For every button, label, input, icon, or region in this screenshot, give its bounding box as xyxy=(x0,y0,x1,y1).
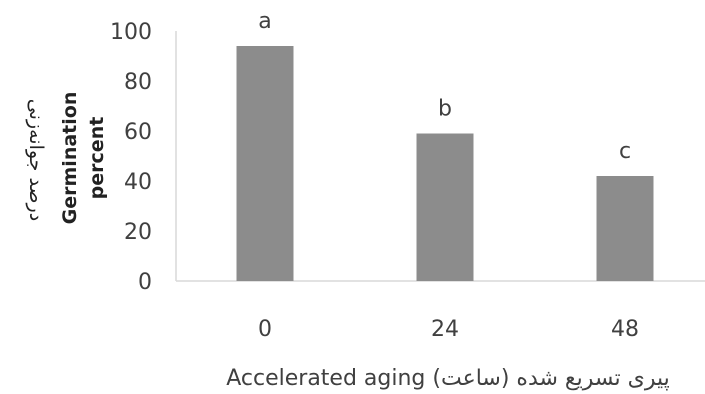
significance-letters: a b c xyxy=(258,9,631,164)
x-axis-title: Accelerated aging (ساعت) پیری تسریع شده xyxy=(226,366,670,391)
significance-letter: b xyxy=(438,97,452,122)
y-tick-label: 80 xyxy=(124,70,152,95)
bars-group xyxy=(236,46,654,281)
y-tick-label: 20 xyxy=(124,220,152,245)
y-tick-label: 0 xyxy=(138,270,152,295)
y-tick-label: 40 xyxy=(124,170,152,195)
x-tick-label: 24 xyxy=(431,317,459,342)
y-tick-label: 100 xyxy=(110,20,152,45)
x-axis-ticks: 0 24 48 xyxy=(258,317,639,342)
bar-24 xyxy=(416,133,474,281)
y-axis-title-english-line2: percent xyxy=(86,117,108,200)
y-axis-title-english-line1: Germination xyxy=(59,92,81,225)
significance-letter: c xyxy=(619,139,631,164)
x-tick-label: 0 xyxy=(258,317,272,342)
bar-0 xyxy=(236,46,294,281)
x-tick-label: 48 xyxy=(611,317,639,342)
y-axis-ticks: 0 20 40 60 80 100 xyxy=(110,20,152,295)
significance-letter: a xyxy=(258,9,271,34)
bar-48 xyxy=(596,176,654,281)
y-axis-title-persian: درصد جوانه‌زنی xyxy=(25,99,47,221)
y-tick-label: 60 xyxy=(124,120,152,145)
